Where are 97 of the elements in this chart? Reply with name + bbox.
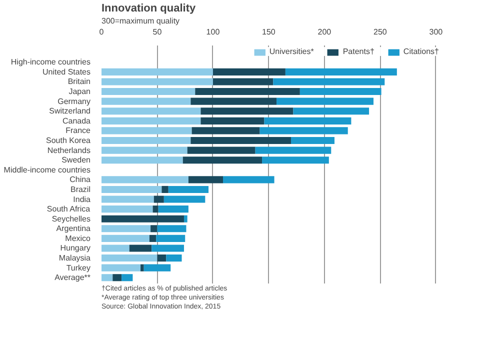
y-tick-label: Malaysia xyxy=(58,254,92,263)
y-tick-label: Netherlands xyxy=(47,146,91,155)
bar xyxy=(102,68,213,76)
chart-subtitle: 300=maximum quality xyxy=(102,16,180,26)
y-tick-label: United States xyxy=(42,67,91,76)
bar xyxy=(200,117,264,124)
bar xyxy=(276,98,374,105)
bar xyxy=(262,156,329,164)
y-tick-label: Switzerland xyxy=(49,106,91,116)
y-tick-label: Japan xyxy=(68,87,90,96)
y-tick-label: Seychelles xyxy=(52,214,90,224)
y-tick-label: India xyxy=(73,194,92,204)
bar xyxy=(102,98,191,105)
x-tick-label: 50 xyxy=(152,28,162,36)
y-tick-label: Brazil xyxy=(70,184,91,194)
bar xyxy=(223,176,274,184)
bar xyxy=(102,136,191,144)
y-tick-label: China xyxy=(70,175,92,184)
bar xyxy=(264,117,352,124)
y-tick-label: South Korea xyxy=(46,136,92,146)
bar xyxy=(102,176,188,184)
bar xyxy=(157,254,166,262)
bar xyxy=(157,225,186,232)
bar xyxy=(102,206,153,213)
bar xyxy=(190,98,277,105)
bar xyxy=(188,176,224,184)
bar xyxy=(152,244,184,252)
bar xyxy=(212,68,286,76)
bar xyxy=(102,274,113,282)
legend-label: Patents† xyxy=(342,47,374,56)
bar xyxy=(285,68,397,76)
bar xyxy=(102,215,184,222)
bar xyxy=(168,186,209,193)
x-tick-label: 0 xyxy=(99,28,104,36)
bar xyxy=(154,196,164,203)
x-tick-label: 250 xyxy=(374,28,388,36)
bar xyxy=(300,88,382,96)
y-tick-label: High-income countries xyxy=(10,58,91,67)
bar xyxy=(149,234,156,242)
bar xyxy=(102,244,130,252)
bar xyxy=(140,264,144,272)
bar xyxy=(102,186,162,193)
y-tick-label: Sweden xyxy=(62,156,91,165)
bar xyxy=(192,127,260,134)
bar xyxy=(102,156,183,164)
bar xyxy=(156,234,186,242)
x-tick-label: 300 xyxy=(429,28,444,36)
bar xyxy=(122,274,133,282)
bar xyxy=(152,206,158,213)
bar xyxy=(112,274,122,282)
bar xyxy=(166,254,182,262)
bar xyxy=(200,108,294,115)
y-tick-label: South Africa xyxy=(46,204,91,214)
y-tick-label: Canada xyxy=(62,116,92,126)
bar xyxy=(102,264,141,272)
y-tick-label: Britain xyxy=(68,77,91,86)
bar xyxy=(102,117,201,124)
bar xyxy=(190,136,292,144)
bar xyxy=(273,78,385,86)
y-tick-label: Hungary xyxy=(60,244,91,253)
x-tick-label: 200 xyxy=(318,28,332,36)
y-tick-label: Turkey xyxy=(66,263,91,272)
bar xyxy=(150,225,158,232)
bar xyxy=(144,264,171,272)
y-tick-label: Germany xyxy=(58,96,91,106)
bar xyxy=(164,196,206,203)
legend-label: Citations† xyxy=(403,47,439,56)
y-tick-label: Middle-income countries xyxy=(4,165,90,174)
chart-title: Innovation quality xyxy=(102,2,196,14)
y-tick-label: Mexico xyxy=(65,234,92,243)
y-tick-label: France xyxy=(66,126,92,136)
y-tick-label: Average** xyxy=(54,273,91,282)
bar xyxy=(102,127,192,134)
bar xyxy=(212,78,274,86)
bar xyxy=(102,78,213,86)
bar xyxy=(162,186,168,193)
bar xyxy=(102,108,201,115)
bar xyxy=(182,156,262,164)
bar xyxy=(102,88,196,96)
x-tick-label: 100 xyxy=(206,28,220,36)
bar xyxy=(291,136,334,144)
bar xyxy=(187,146,256,154)
bar xyxy=(195,88,300,96)
bar xyxy=(102,254,158,262)
y-tick-label: Argentina xyxy=(56,224,92,234)
bar xyxy=(102,146,188,154)
bar xyxy=(129,244,152,252)
bar xyxy=(255,146,332,154)
legend-label: Universities* xyxy=(269,47,314,56)
bar xyxy=(102,225,151,232)
bar xyxy=(184,215,188,222)
bar xyxy=(102,234,150,242)
bar xyxy=(158,206,188,213)
x-tick-label: 150 xyxy=(262,28,276,36)
bar xyxy=(102,196,154,203)
bar xyxy=(260,127,348,134)
bar xyxy=(293,108,370,115)
